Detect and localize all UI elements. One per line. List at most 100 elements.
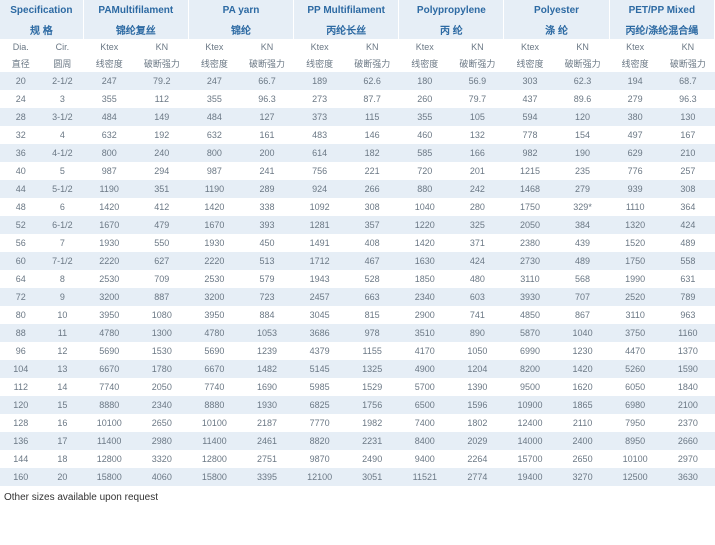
table-cell: 2660 [661,432,714,450]
table-row: 7293200887320072324576632340603393070725… [0,288,715,306]
table-cell: 489 [661,234,714,252]
table-cell: 741 [451,306,504,324]
table-cell: 79.2 [135,72,188,90]
table-cell: 3110 [504,270,556,288]
group-header-en: PAMultifilament [83,0,188,20]
table-cell: 351 [135,180,188,198]
table-cell: 8880 [83,396,135,414]
table-cell: 1215 [504,162,556,180]
table-cell: 11 [42,324,84,342]
table-cell: 1468 [504,180,556,198]
table-cell: 5260 [609,360,661,378]
table-cell: 1110 [609,198,661,216]
table-cell: 7740 [188,378,240,396]
table-cell: 9500 [504,378,556,396]
table-cell: 303 [504,72,556,90]
sub-header-cn: 圆周 [42,55,84,72]
table-cell: 6500 [399,396,451,414]
table-cell: 4900 [399,360,451,378]
table-cell: 484 [188,108,240,126]
table-cell: 136 [0,432,42,450]
table-cell: 1529 [346,378,399,396]
table-row: 4059872949872417562217202011215235776257 [0,162,715,180]
table-row: 1602015800406015800339512100305111521277… [0,468,715,486]
table-cell: 1420 [83,198,135,216]
table-cell: 12100 [294,468,346,486]
sub-header-en: KN [240,39,293,55]
table-cell: 1160 [661,324,714,342]
table-cell: 723 [240,288,293,306]
table-cell: 1040 [399,198,451,216]
table-cell: 88 [0,324,42,342]
sub-header-cn: 线密度 [188,55,240,72]
table-row: 202-1/224779.224766.718962.618056.930362… [0,72,715,90]
group-header-cn: 锦纶复丝 [83,20,188,39]
table-cell: 880 [399,180,451,198]
table-cell: 7-1/2 [42,252,84,270]
table-cell: 2490 [346,450,399,468]
table-cell: 2-1/2 [42,72,84,90]
table-cell: 3395 [240,468,293,486]
table-cell: 68.7 [661,72,714,90]
sub-header-en: KN [661,39,714,55]
table-cell: 2970 [661,450,714,468]
group-header-en: PP Multifilament [294,0,399,20]
table-cell: 987 [188,162,240,180]
table-cell: 3950 [188,306,240,324]
table-cell: 15800 [83,468,135,486]
table-cell: 96.3 [661,90,714,108]
table-cell: 1300 [135,324,188,342]
table-cell: 66.7 [240,72,293,90]
table-cell: 56.9 [451,72,504,90]
table-cell: 325 [451,216,504,234]
table-cell: 776 [609,162,661,180]
table-cell: 6990 [504,342,556,360]
sub-header-en: Ktex [294,39,346,55]
table-cell: 424 [451,252,504,270]
table-cell: 167 [661,126,714,144]
table-cell: 241 [240,162,293,180]
table-cell: 720 [399,162,451,180]
sub-header-en: Cir. [42,39,84,55]
table-cell: 120 [0,396,42,414]
table-cell: 2900 [399,306,451,324]
table-cell: 210 [661,144,714,162]
table-cell: 279 [609,90,661,108]
table-cell: 62.6 [346,72,399,90]
table-cell: 5 [42,162,84,180]
spec-table: SpecificationPAMultifilamentPA yarnPP Mu… [0,0,715,486]
table-cell: 355 [399,108,451,126]
table-cell: 371 [451,234,504,252]
table-cell: 1520 [609,234,661,252]
table-cell: 1750 [609,252,661,270]
table-cell: 1930 [83,234,135,252]
table-cell: 3110 [609,306,661,324]
table-cell: 460 [399,126,451,144]
group-header-cn: 丙 纶 [399,20,504,39]
table-cell: 632 [188,126,240,144]
table-cell: 437 [504,90,556,108]
table-cell: 12800 [83,450,135,468]
table-cell: 8 [42,270,84,288]
table-cell: 412 [135,198,188,216]
table-cell: 105 [451,108,504,126]
table-cell: 1053 [240,324,293,342]
sub-header-en: Ktex [399,39,451,55]
table-cell: 87.7 [346,90,399,108]
table-cell: 3930 [504,288,556,306]
table-cell: 1620 [556,378,609,396]
sub-header-en: Dia. [0,39,42,55]
table-cell: 3950 [83,306,135,324]
table-cell: 3045 [294,306,346,324]
table-row: 1041366701780667014825145132549001204820… [0,360,715,378]
table-cell: 24 [0,90,42,108]
table-cell: 450 [240,234,293,252]
table-cell: 2380 [504,234,556,252]
table-row: 324632192632161483146460132778154497167 [0,126,715,144]
table-cell: 10100 [609,450,661,468]
sub-header-en: Ktex [609,39,661,55]
table-cell: 2520 [609,288,661,306]
table-cell: 5-1/2 [42,180,84,198]
table-cell: 13 [42,360,84,378]
table-cell: 160 [0,468,42,486]
